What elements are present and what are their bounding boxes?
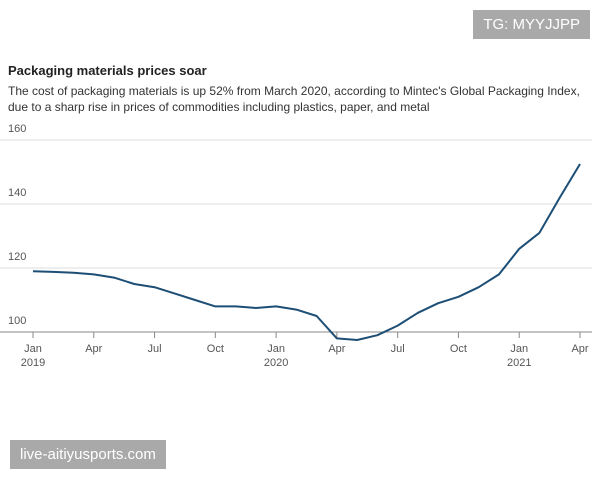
y-tick-label: 140	[8, 187, 26, 199]
x-tick-label: Jul	[148, 343, 162, 355]
x-tick-label: Apr	[328, 343, 345, 355]
x-tick-label: Apr	[571, 343, 588, 355]
chart-subtitle: The cost of packaging materials is up 52…	[8, 84, 580, 114]
x-tick-label: Jan 2021	[507, 343, 531, 369]
y-tick-label: 120	[8, 251, 26, 263]
watermark: live-aitiyusports.com	[10, 440, 166, 469]
x-tick-label: Apr	[85, 343, 102, 355]
x-tick-label: Oct	[207, 343, 224, 355]
x-tick-label: Jul	[391, 343, 405, 355]
x-tick-label: Oct	[450, 343, 467, 355]
data-line	[32, 163, 581, 341]
x-tick-label: Jan 2020	[264, 343, 288, 369]
watermark: TG: MYYJJPP	[473, 10, 590, 39]
y-tick-label: 160	[8, 123, 26, 135]
x-tick-label: Jan 2019	[21, 343, 45, 369]
chart-title: Packaging materials prices soar	[8, 63, 207, 78]
y-tick-label: 100	[8, 315, 26, 327]
